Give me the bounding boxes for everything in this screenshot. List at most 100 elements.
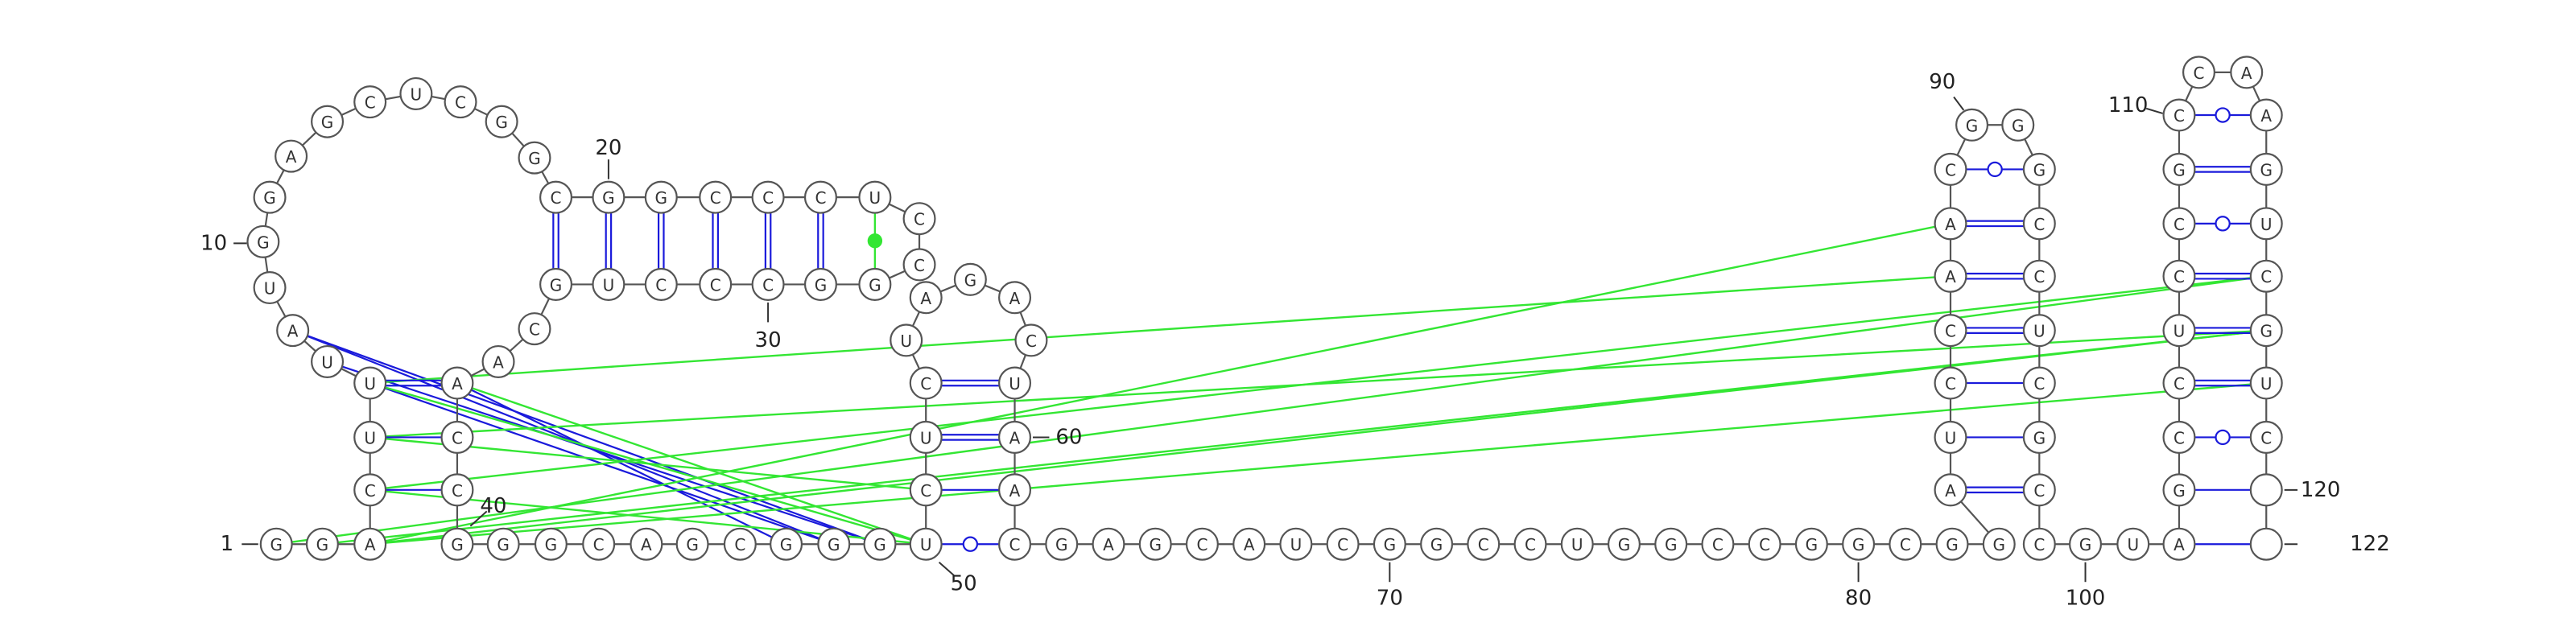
nucleotide-53: C [909, 366, 943, 400]
position-label-110: 110 [2108, 93, 2149, 117]
base-pairs [386, 107, 2251, 552]
nucleotide-letter: G [550, 275, 563, 295]
nucleotide-letter: C [2033, 374, 2045, 393]
nucleotide-83: G [1982, 527, 2016, 561]
nucleotide-circle [2162, 259, 2196, 293]
nucleotide-68: U [1279, 527, 1313, 561]
nucleotide-letter: C [655, 275, 667, 295]
nucleotide-103: A [2162, 527, 2196, 561]
nucleotide-circle [2249, 473, 2283, 507]
nucleotide-circle [353, 366, 387, 400]
nucleotide-43: C [582, 527, 616, 561]
nucleotide-circle [311, 344, 345, 378]
nucleotide-circle [2249, 259, 2283, 293]
nucleotide-11: G [253, 180, 287, 214]
nucleotide-letter: U [1009, 374, 1021, 393]
nucleotide-12: A [275, 139, 308, 173]
nucleotide-letter: G [780, 535, 793, 554]
nucleotide-82: G [1935, 527, 1969, 561]
nucleotide-circle [699, 267, 733, 301]
nucleotide-letter: G [270, 535, 283, 554]
nucleotide-circle [998, 473, 1032, 507]
nucleotide-letter: G [257, 233, 270, 252]
nucleotide-57: A [998, 281, 1032, 315]
nucleotide-circle [751, 180, 785, 214]
nucleotide-letter: G [321, 113, 334, 132]
nucleotide-circle [2230, 56, 2264, 89]
nucleotide-letter: G [2012, 116, 2025, 135]
nucleotide-28: G [858, 267, 892, 301]
nucleotide-36: A [481, 344, 515, 378]
nucleotide-letter: G [2173, 481, 2186, 501]
nucleotide-61: A [998, 473, 1032, 507]
nucleotide-54: U [890, 323, 923, 357]
nucleotide-letter: G [528, 149, 541, 168]
nucleotide-letter: U [1945, 428, 1957, 447]
nucleotide-46: C [723, 527, 757, 561]
nucleotide-circle [1232, 527, 1266, 561]
nucleotide-108: C [2162, 259, 2196, 293]
nucleotide-circle [311, 105, 345, 138]
nucleotide-circle [1934, 207, 1967, 241]
nucleotide-letter: G [1384, 535, 1397, 554]
nucleotide-circle [2249, 366, 2283, 400]
nucleotide-40: G [440, 527, 474, 561]
nucleotide-letter: U [2260, 374, 2273, 393]
nucleotide-letter: A [1945, 215, 1956, 234]
nucleotide-104: G [2162, 473, 2196, 507]
nucleotide-circle [353, 420, 387, 454]
nucleotide-66: C [1185, 527, 1219, 561]
nucleotide-47: G [770, 527, 803, 561]
nucleotide-circle [2022, 207, 2056, 241]
nucleotide-circle [2249, 420, 2283, 454]
nucleotide-23: C [751, 180, 785, 214]
nucleotide-circle [998, 527, 1032, 561]
nucleotide-circle [1701, 527, 1735, 561]
nucleotide-circle [1982, 527, 2016, 561]
nucleotide-circle [890, 323, 923, 357]
nucleotide-letter: A [920, 289, 931, 308]
nucleotide-letter: U [264, 279, 276, 299]
nucleotide-letter: C [2033, 215, 2045, 234]
nucleotide-118: G [2249, 314, 2283, 348]
nucleotide-122 [2249, 527, 2283, 561]
nucleotide-90: C [1934, 152, 1967, 186]
nucleotide-circle [486, 527, 520, 561]
nucleotide-letter: A [641, 535, 652, 554]
nucleotide-19: C [539, 180, 573, 214]
nucleotide-circle [353, 473, 387, 507]
nucleotide-circle [723, 527, 757, 561]
nucleotide-circle [2022, 314, 2056, 348]
nucleotide-circle [2249, 207, 2283, 241]
tertiary-interaction-line [456, 382, 787, 546]
nucleotide-letter: C [1525, 535, 1536, 554]
nucleotide-circle [2162, 473, 2196, 507]
nucleotide-circle [440, 420, 474, 454]
nucleotide-circle [1373, 527, 1406, 561]
nucleotide-letter: C [762, 188, 774, 208]
nucleotide-101: G [2069, 527, 2103, 561]
nucleotide-115: G [2249, 152, 2283, 186]
nucleotide-circle [1560, 527, 1594, 561]
noncanonical-pair-marker [2215, 429, 2231, 446]
nucleotide-circle [276, 314, 310, 348]
tertiary-interaction-line [276, 275, 2267, 546]
nucleotide-circle [2162, 314, 2196, 348]
nucleotide-letter: G [1149, 535, 1162, 554]
nucleotide-letter: C [914, 256, 925, 275]
nucleotide-letter: C [2174, 267, 2185, 286]
nucleotide-letter: G [2260, 160, 2273, 179]
nucleotide-38: C [440, 420, 474, 454]
nucleotide-letter: U [2033, 322, 2046, 341]
nucleotide-110: G [2162, 152, 2196, 186]
nucleotide-letter: A [365, 535, 376, 554]
nucleotide-letter: U [2260, 215, 2273, 234]
nucleotide-circle [817, 527, 851, 561]
nucleotide-letter: A [2241, 64, 2252, 83]
nucleotide-letter: U [2174, 322, 2186, 341]
nucleotide-letter: C [365, 481, 376, 501]
nucleotide-107: U [2162, 314, 2196, 348]
nucleotide-88: A [1934, 259, 1967, 293]
nucleotide-circle [2116, 527, 2150, 561]
nucleotide-circle [2022, 366, 2056, 400]
